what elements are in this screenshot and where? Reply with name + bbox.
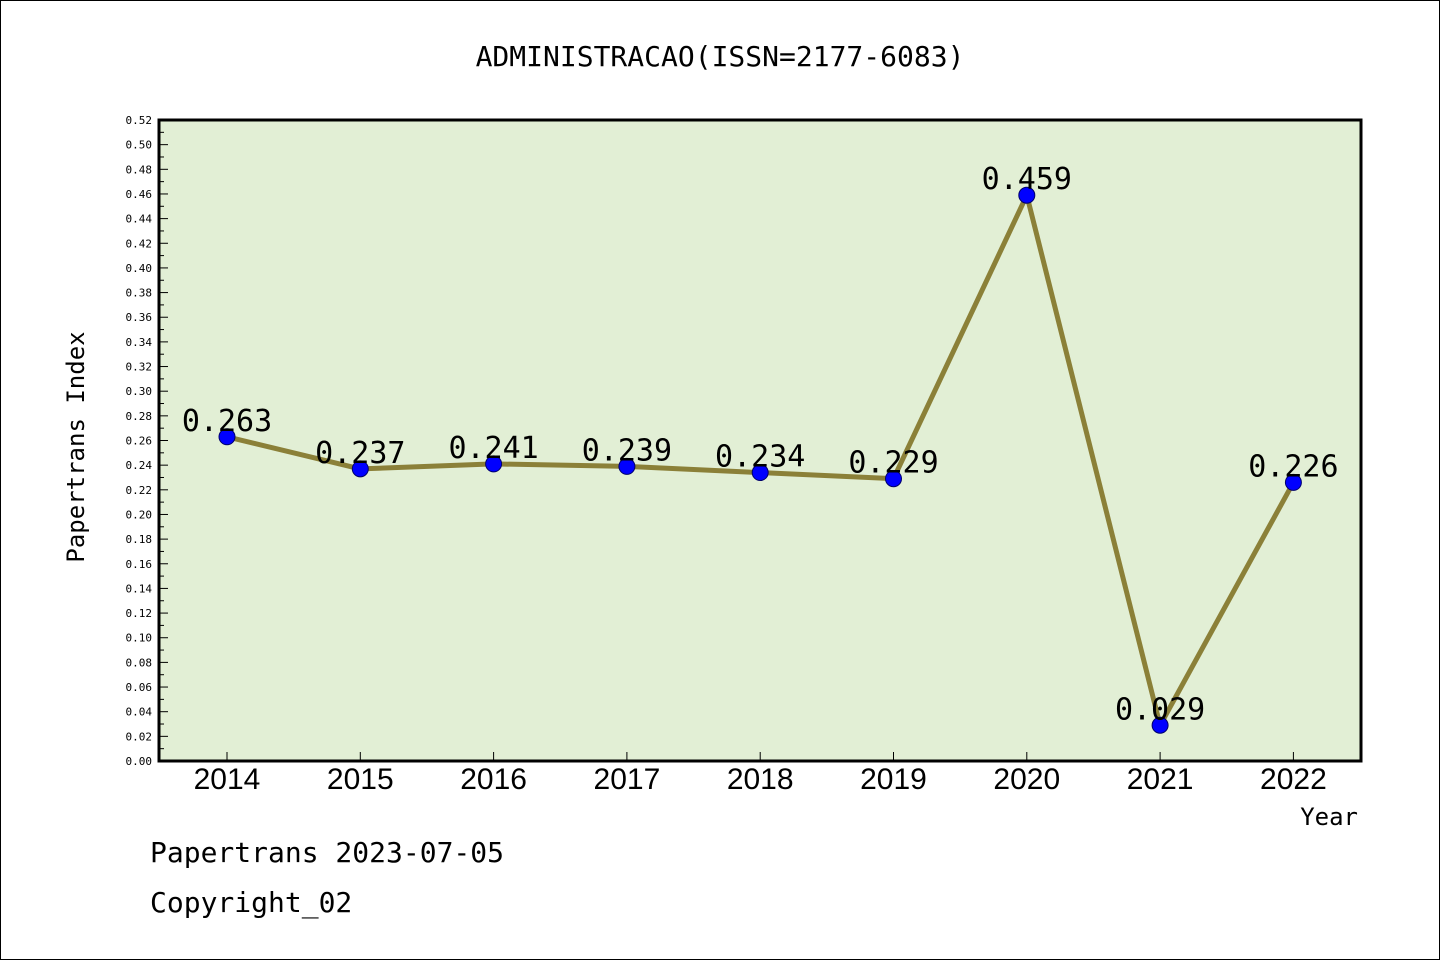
y-tick-label: 0.52 [126, 114, 153, 127]
data-label: 0.263 [182, 404, 272, 439]
data-label: 0.029 [1115, 692, 1205, 727]
y-tick-label: 0.00 [126, 755, 153, 768]
y-tick-label: 0.16 [126, 558, 153, 571]
y-tick-label: 0.14 [126, 582, 153, 595]
x-tick-label: 2019 [860, 763, 927, 796]
x-axis-label: Year [1300, 803, 1358, 831]
data-point [885, 470, 902, 488]
y-tick-label: 0.36 [126, 311, 153, 324]
footer-copyright: Copyright_02 [150, 886, 353, 919]
data-label: 0.226 [1248, 449, 1338, 484]
y-axis-ticks: 0.00 0.02 0.04 0.06 0.08 0.10 0.12 0.14 0.16 0.18… [126, 114, 168, 768]
x-tick-label: 2018 [727, 763, 794, 796]
data-point [218, 428, 236, 446]
y-tick-label: 0.34 [126, 336, 153, 349]
data-point [485, 455, 503, 473]
footer-date: Papertrans 2023-07-05 [150, 836, 505, 869]
x-tick-label: 2014 [194, 763, 261, 796]
data-label: 0.234 [715, 440, 805, 475]
data-point [1151, 716, 1169, 734]
data-label: 0.239 [582, 433, 672, 468]
x-tick-label: 2016 [460, 763, 527, 796]
y-tick-label: 0.12 [126, 607, 153, 620]
y-tick-label: 0.10 [126, 632, 153, 645]
y-tick-label: 0.40 [126, 262, 153, 275]
y-tick-label: 0.22 [126, 484, 153, 497]
x-tick-label: 2015 [327, 763, 394, 796]
series-layer: 0.263 0.237 0.241 0.239 0.234 0.229 0.459 0.029… [182, 162, 1339, 734]
data-point [751, 464, 769, 482]
y-tick-label: 0.04 [126, 706, 153, 719]
x-tick-label: 2021 [1127, 763, 1194, 796]
data-point [618, 457, 636, 475]
y-tick-label: 0.28 [126, 410, 153, 423]
y-tick-label: 0.32 [126, 361, 153, 374]
y-tick-label: 0.02 [126, 730, 153, 743]
data-point [1018, 186, 1036, 204]
data-point [351, 460, 369, 478]
data-point [1284, 473, 1302, 491]
x-axis-ticks: 2014 2015 2016 2017 2018 2019 2020 2021 2022 [194, 752, 1327, 796]
y-tick-label: 0.42 [126, 237, 153, 250]
data-label: 0.229 [848, 446, 938, 481]
x-tick-label: 2020 [993, 763, 1060, 796]
chart-title: ADMINISTRACAO(ISSN=2177-6083) [476, 40, 965, 73]
data-label: 0.459 [982, 162, 1072, 197]
x-tick-label: 2022 [1260, 763, 1327, 796]
y-tick-label: 0.26 [126, 435, 153, 448]
y-tick-label: 0.06 [126, 681, 153, 694]
y-tick-label: 0.38 [126, 287, 153, 300]
y-tick-label: 0.44 [126, 213, 153, 226]
y-tick-label: 0.08 [126, 656, 153, 669]
y-tick-label: 0.48 [126, 163, 153, 176]
y-tick-label: 0.30 [126, 385, 153, 398]
y-tick-label: 0.46 [126, 188, 153, 201]
y-axis-label: Papertrans Index [62, 331, 90, 562]
y-tick-label: 0.50 [126, 139, 153, 152]
data-label: 0.237 [315, 436, 405, 471]
plot-area [157, 118, 1363, 763]
x-tick-label: 2017 [594, 763, 661, 796]
y-tick-label: 0.24 [126, 459, 153, 472]
data-label: 0.241 [448, 431, 538, 466]
y-tick-label: 0.20 [126, 508, 153, 521]
y-tick-label: 0.18 [126, 533, 153, 546]
